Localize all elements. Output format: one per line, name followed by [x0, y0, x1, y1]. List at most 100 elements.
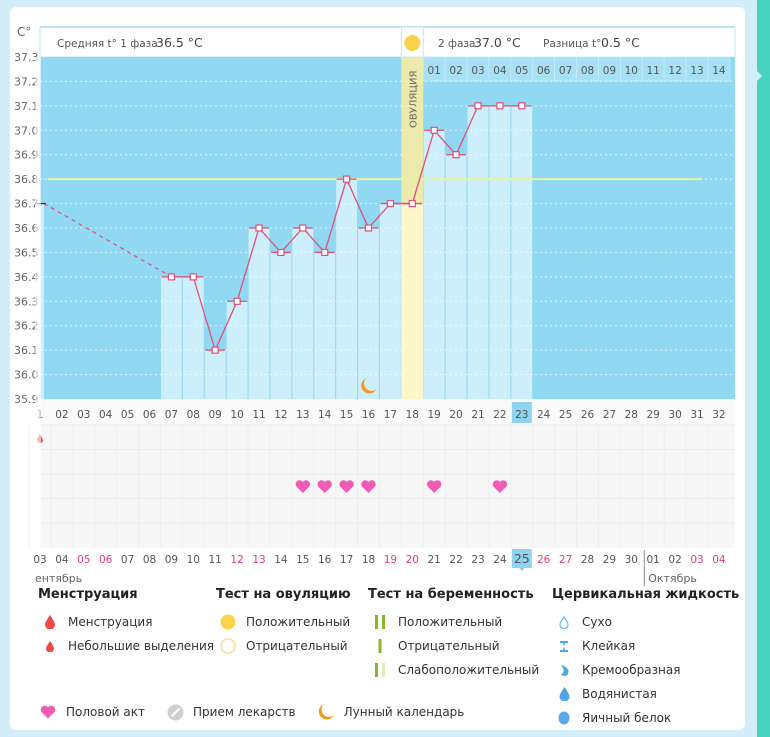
temperature-bar	[292, 228, 314, 399]
calendar-date: 08	[143, 554, 156, 566]
legend-item: Лунный календарь	[314, 703, 465, 721]
phase1-label: Средняя t° 1 фаза	[57, 38, 158, 50]
x-axis-band	[40, 399, 735, 425]
faint-line-icon	[368, 663, 392, 677]
diff-value: 0.5 °C	[601, 35, 640, 50]
cycle-day-label: 24	[537, 409, 551, 421]
calendar-date: 15	[296, 554, 309, 566]
y-tick-label: 36.7	[14, 198, 39, 211]
small-drop-icon	[38, 640, 62, 652]
legend-ovulation-test: Тест на овуляцию Положительный Отрицател…	[216, 587, 351, 658]
cycle-day-label: 20	[449, 409, 462, 421]
watery-drop-icon	[552, 687, 576, 701]
temperature-bar	[336, 179, 358, 399]
ovulation-column-lower	[401, 203, 424, 399]
egg-white-icon	[552, 711, 576, 725]
phase2-day-label: 02	[449, 65, 462, 77]
cycle-day-label: 16	[362, 409, 376, 421]
y-tick-label: 36.5	[14, 246, 39, 259]
calendar-date: 29	[603, 554, 616, 566]
temperature-point	[167, 273, 175, 281]
cycle-day-label: 32	[712, 409, 725, 421]
temperature-point	[496, 102, 504, 110]
cycle-day-label: 23	[515, 409, 528, 421]
temperature-point	[474, 102, 482, 110]
temperature-point	[277, 248, 285, 257]
calendar-date: 11	[209, 554, 222, 566]
cycle-day-label: 18	[406, 409, 419, 421]
dry-drop-icon	[552, 615, 576, 629]
legend-label: Небольшие выделения	[68, 639, 215, 653]
panel-arrow-icon[interactable]	[752, 66, 762, 86]
calendar-date: 22	[449, 554, 462, 566]
heart-icon	[295, 480, 310, 493]
legend-menstruation: Менструация Менструация Небольшие выделе…	[38, 587, 214, 658]
cycle-day-label: 30	[668, 409, 681, 421]
temperature-point	[189, 273, 197, 281]
legend-item: Прием лекарств	[163, 704, 296, 721]
legend-label: Клейкая	[582, 639, 636, 653]
left-fade	[35, 57, 41, 577]
phase2-day-label: 10	[625, 65, 638, 77]
phase2-day-label: 12	[668, 65, 681, 77]
temperature-point	[233, 297, 241, 305]
temperature-point	[343, 175, 351, 183]
calendar-date: 21	[428, 554, 441, 566]
today-pointer	[518, 568, 525, 571]
cycle-day-label: 29	[647, 409, 660, 421]
cycle-day-label: 11	[252, 409, 265, 421]
calendar-date: 04	[712, 554, 726, 566]
calendar-date: 14	[274, 554, 288, 566]
temperature-bar	[160, 276, 182, 399]
temperature-point	[386, 199, 394, 208]
legend-label: Лунный календарь	[343, 705, 465, 719]
calendar-date: 01	[647, 554, 660, 566]
y-tick-label: 36.8	[14, 173, 39, 186]
legend-title: Тест на овуляцию	[216, 587, 351, 602]
cycle-day-label: 03	[77, 409, 90, 421]
temperature-point	[255, 224, 263, 232]
cycle-day-label: 08	[187, 409, 200, 421]
cycle-day-label: 21	[471, 409, 484, 421]
legend-item: Небольшие выделения	[38, 634, 214, 658]
temperature-point	[408, 199, 416, 208]
legend-label: Отрицательный	[246, 639, 348, 653]
legend-label: Менструация	[68, 615, 153, 629]
phase2-label: 2 фаза	[438, 38, 475, 50]
calendar-date: 04	[55, 554, 69, 566]
legend-label: Прием лекарств	[193, 705, 296, 719]
legend-item: Кремообразная	[552, 658, 739, 682]
month-label: Октябрь	[648, 572, 697, 585]
temperature-bar	[358, 228, 379, 399]
y-tick-label: 36.0	[14, 369, 39, 382]
blood-drop-icon	[38, 615, 62, 629]
calendar-date: 06	[99, 554, 113, 566]
phase2-day-label: 08	[581, 65, 594, 77]
legend-item: Сухо	[552, 610, 739, 634]
y-tick-label: 37.1	[14, 100, 39, 113]
legend-title: Тест на беременность	[368, 587, 534, 602]
cycle-day-label: 09	[209, 409, 222, 421]
cycle-day-label: 14	[318, 409, 332, 421]
calendar-date: 10	[187, 554, 200, 566]
legend-label: Водянистая	[582, 687, 657, 701]
heart-icon	[317, 480, 332, 493]
pill-icon	[163, 704, 187, 721]
phase2-day-label: 11	[647, 65, 660, 77]
cycle-day-label: 17	[384, 409, 397, 421]
side-panel-strip	[757, 0, 770, 737]
header-band	[39, 26, 736, 58]
calendar-date: 03	[33, 554, 46, 566]
cycle-day-label: 31	[690, 409, 703, 421]
calendar-date: 27	[559, 554, 572, 566]
cycle-day-label: 19	[428, 409, 441, 421]
legend-label: Сухо	[582, 615, 612, 629]
positive-circle-icon	[216, 614, 240, 630]
cycle-day-label: 27	[603, 409, 616, 421]
ovulation-label: ОВУЛЯЦИЯ	[408, 71, 419, 129]
legend-label: Слабоположительный	[398, 663, 540, 677]
phase1-value: 36.5 °C	[156, 35, 203, 50]
temperature-point	[211, 346, 219, 354]
phase2-day-label: 04	[493, 65, 507, 77]
phase2-day-label: 01	[428, 65, 441, 77]
